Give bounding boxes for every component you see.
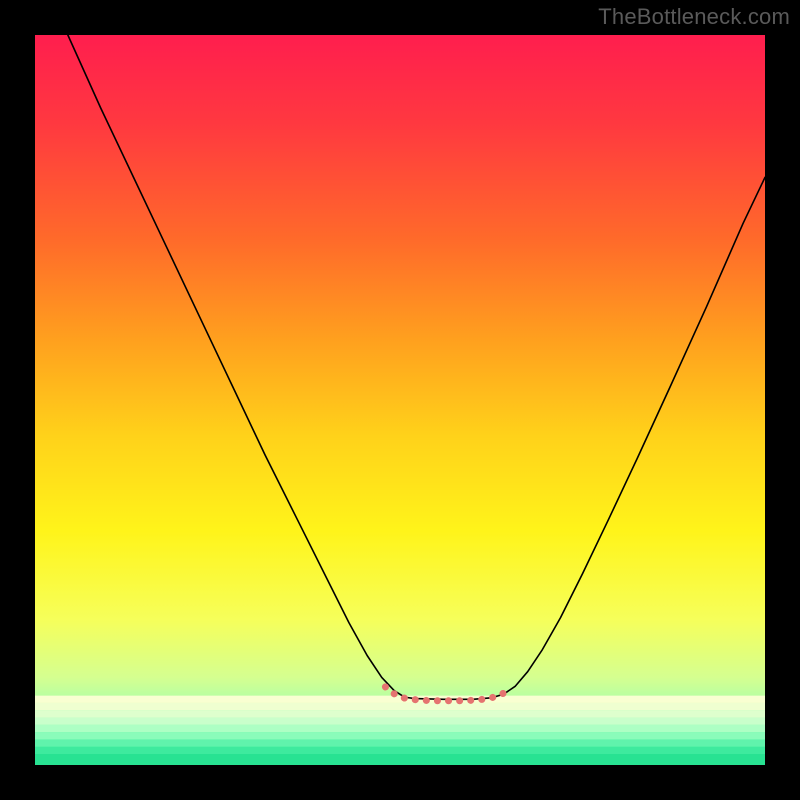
chart-svg <box>0 0 800 800</box>
bottom-band <box>35 710 765 717</box>
watermark-label: TheBottleneck.com <box>598 4 790 30</box>
bottom-band <box>35 725 765 732</box>
bottom-band <box>35 754 765 765</box>
bottom-band <box>35 739 765 746</box>
bottom-band <box>35 703 765 710</box>
bottom-band <box>35 718 765 725</box>
plot-gradient-background <box>35 35 765 765</box>
bottom-band <box>35 747 765 754</box>
bottom-band <box>35 732 765 739</box>
bottleneck-chart: TheBottleneck.com <box>0 0 800 800</box>
bottom-band <box>35 696 765 703</box>
